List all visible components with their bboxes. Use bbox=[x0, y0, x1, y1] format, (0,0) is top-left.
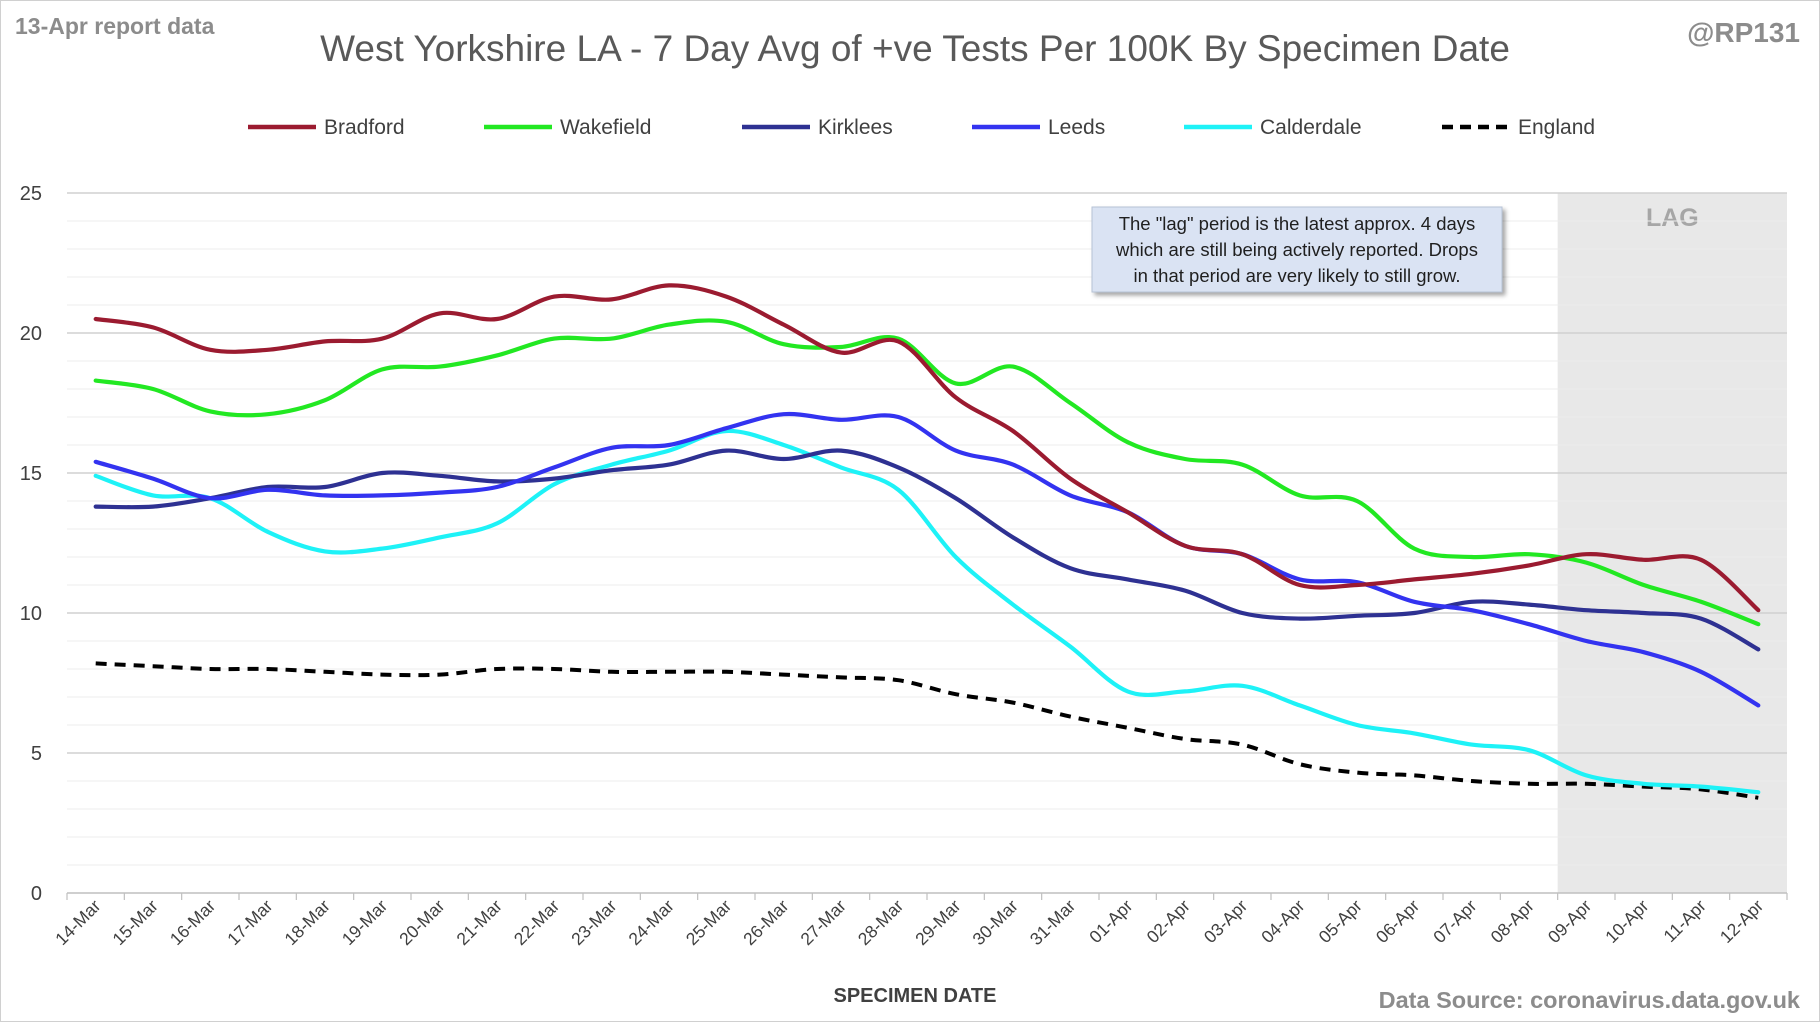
legend-label-bradford: Bradford bbox=[324, 116, 405, 139]
lag-note-box: The "lag" period is the latest approx. 4… bbox=[1091, 206, 1503, 293]
y-tick-label: 0 bbox=[31, 883, 42, 905]
y-tick-label: 10 bbox=[20, 603, 42, 625]
series-line-leeds bbox=[93, 411, 1761, 708]
x-tick-label: 17-Mar bbox=[223, 896, 276, 949]
series-line-england bbox=[95, 661, 1759, 800]
legend-label-kirklees: Kirklees bbox=[818, 116, 893, 139]
y-tick-label: 15 bbox=[20, 463, 42, 485]
legend-label-calderdale: Calderdale bbox=[1260, 116, 1362, 139]
series-line-wakefield bbox=[93, 318, 1761, 627]
x-tick-label: 23-Mar bbox=[567, 896, 620, 949]
x-tick-label: 31-Mar bbox=[1026, 896, 1079, 949]
x-tick-label: 10-Apr bbox=[1601, 896, 1652, 947]
gridlines bbox=[67, 192, 1787, 866]
x-tick-label: 18-Mar bbox=[280, 896, 333, 949]
x-tick-label: 29-Mar bbox=[911, 896, 964, 949]
note-line-3: in that period are very likely to still … bbox=[1134, 265, 1461, 286]
series-line-kirklees bbox=[93, 448, 1761, 652]
lag-band bbox=[1557, 193, 1787, 893]
note-line-1: The "lag" period is the latest approx. 4… bbox=[1119, 213, 1476, 234]
x-tick-label: 24-Mar bbox=[624, 896, 677, 949]
report-date-label: 13-Apr report data bbox=[15, 13, 215, 39]
x-tick-label: 08-Apr bbox=[1487, 896, 1538, 947]
x-tick-label: 11-Apr bbox=[1659, 896, 1709, 946]
x-tick-label: 28-Mar bbox=[854, 896, 907, 949]
x-tick-label: 21-Mar bbox=[452, 896, 505, 949]
x-tick-label: 22-Mar bbox=[510, 896, 563, 949]
legend-label-wakefield: Wakefield bbox=[560, 116, 651, 139]
x-tick-label: 30-Mar bbox=[968, 896, 1021, 949]
x-tick-label: 25-Mar bbox=[682, 896, 735, 949]
x-tick-label: 02-Apr bbox=[1143, 896, 1194, 947]
x-tick-label: 15-Mar bbox=[108, 896, 161, 949]
x-axis-title: SPECIMEN DATE bbox=[834, 985, 997, 1007]
legend-label-england: England bbox=[1518, 116, 1595, 139]
legend: Bradford Wakefield Kirklees Leeds Calderdale… bbox=[248, 116, 1595, 139]
note-line-2: which are still being actively reported.… bbox=[1115, 239, 1478, 260]
note-background bbox=[1091, 206, 1503, 293]
x-tick-label: 12-Apr bbox=[1716, 896, 1767, 947]
series-line-calderdale bbox=[93, 428, 1761, 795]
chart-title: West Yorkshire LA - 7 Day Avg of +ve Tes… bbox=[320, 28, 1510, 69]
x-tick-label: 03-Apr bbox=[1200, 896, 1251, 947]
x-tick-label: 07-Apr bbox=[1429, 896, 1480, 947]
x-tick-label: 05-Apr bbox=[1315, 896, 1366, 947]
lag-layer: LAG bbox=[1557, 193, 1787, 893]
data-source-label: Data Source: coronavirus.data.gov.uk bbox=[1379, 987, 1801, 1013]
x-tick-label: 09-Apr bbox=[1544, 896, 1595, 947]
x-tick-label: 26-Mar bbox=[739, 896, 792, 949]
author-handle: @RP131 bbox=[1687, 17, 1800, 48]
x-tick-label: 04-Apr bbox=[1257, 896, 1308, 947]
x-tick-label: 06-Apr bbox=[1372, 896, 1423, 947]
y-tick-label: 5 bbox=[31, 743, 42, 765]
series-lines bbox=[93, 283, 1761, 800]
x-tick-label: 16-Mar bbox=[166, 896, 219, 949]
y-tick-label: 25 bbox=[20, 183, 42, 205]
x-tick-label: 14-Mar bbox=[51, 896, 104, 949]
x-tick-label: 19-Mar bbox=[338, 896, 391, 949]
lag-label: LAG bbox=[1646, 204, 1699, 232]
x-tick-label: 20-Mar bbox=[395, 896, 448, 949]
series-line-bradford bbox=[93, 283, 1761, 613]
x-tick-label: 01-Apr bbox=[1085, 896, 1136, 947]
x-tick-label: 27-Mar bbox=[796, 896, 849, 949]
y-tick-label: 20 bbox=[20, 323, 42, 345]
legend-label-leeds: Leeds bbox=[1048, 116, 1105, 139]
